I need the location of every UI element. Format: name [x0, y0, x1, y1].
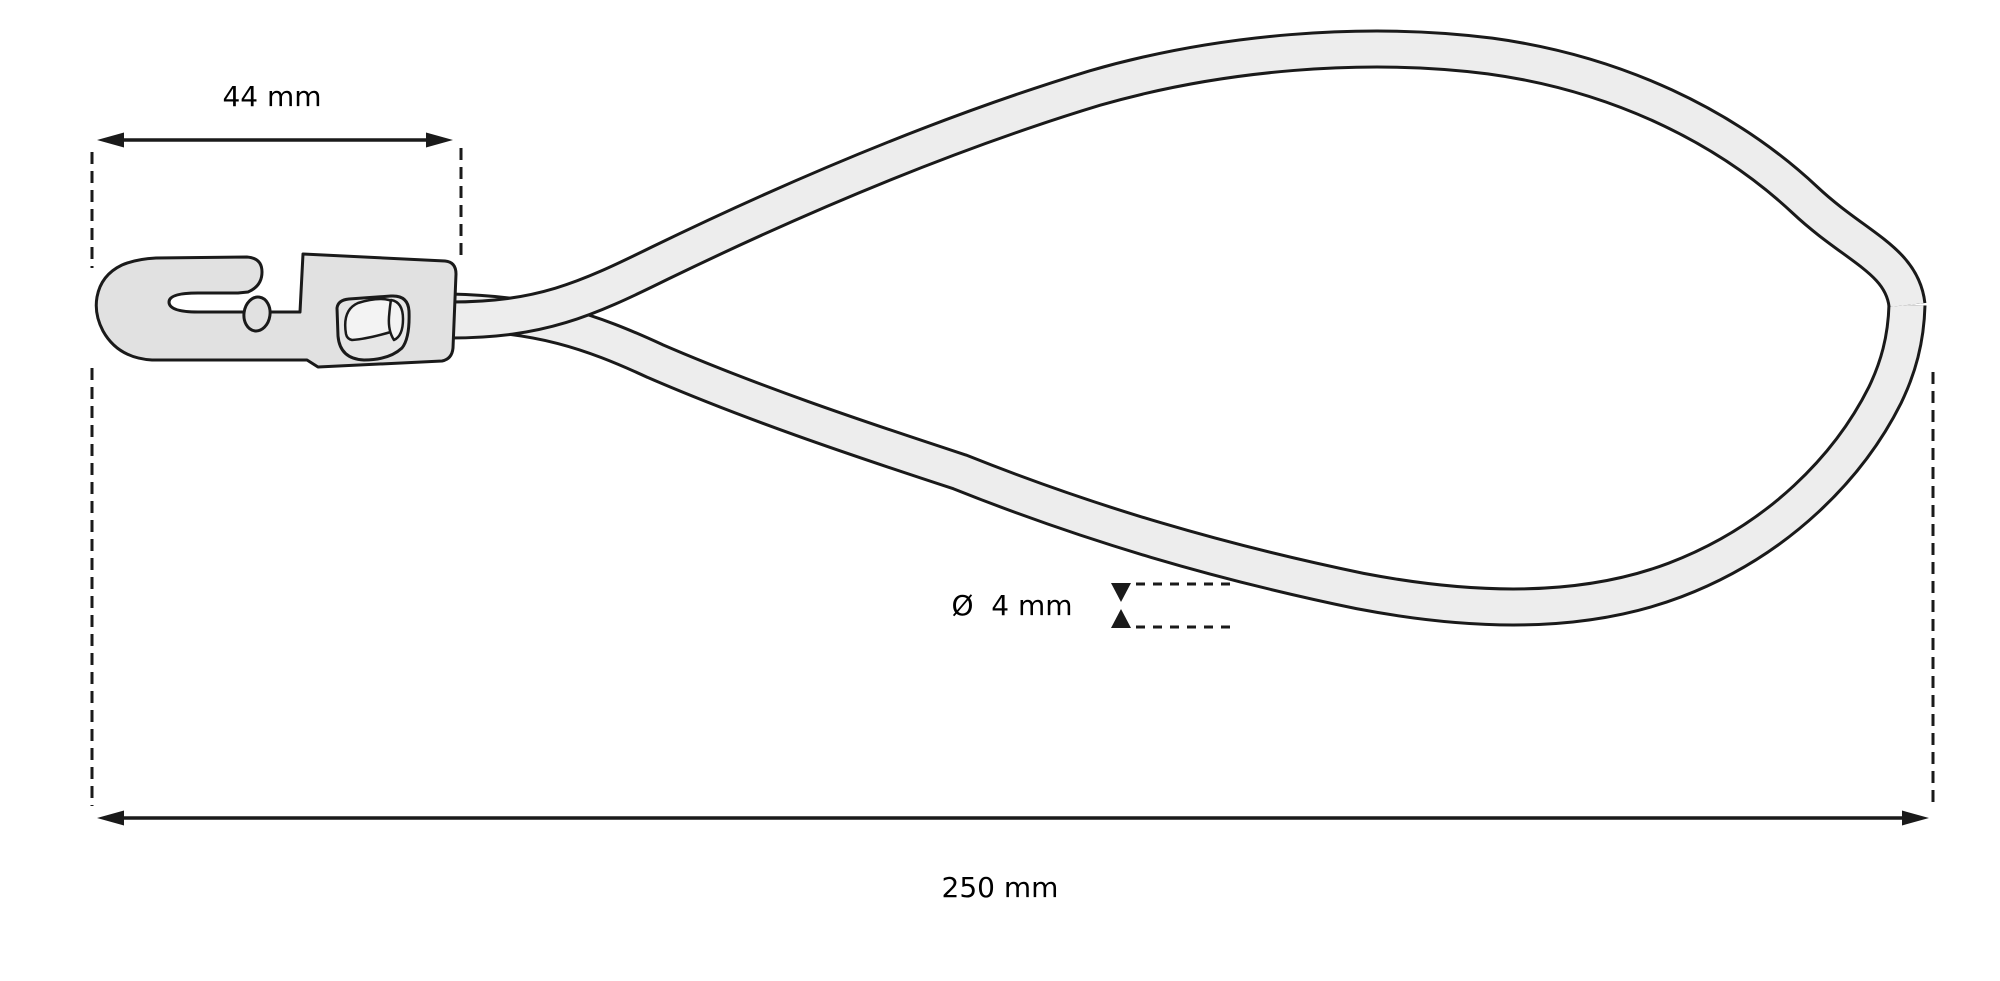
extension-lines [90, 148, 1935, 806]
dimension-250mm: 250 mm [97, 810, 1929, 904]
dimension-arrow-up-icon [1111, 609, 1131, 628]
dimension-250mm-label: 250 mm [942, 871, 1059, 904]
annotation-cord-diameter: Ø 4 mm [951, 582, 1231, 629]
dimension-arrow-right-icon [1902, 810, 1929, 826]
snap-hook-gate-pin [242, 295, 272, 333]
bungee-cord-loop [449, 29, 1927, 627]
dimension-44mm-label: 44 mm [222, 80, 321, 113]
cord-under-strand [449, 295, 1924, 624]
cord-diameter-label: Ø 4 mm [951, 589, 1072, 622]
dimension-arrow-left-icon [97, 810, 124, 826]
cord-knot-end [387, 298, 405, 342]
dimension-44mm: 44 mm [97, 80, 453, 148]
dimension-arrow-down-icon [1111, 583, 1131, 602]
dimension-arrow-left-icon [97, 132, 124, 148]
cord-over-strand-outline [449, 29, 1927, 340]
dimension-arrow-right-icon [426, 132, 453, 148]
cord-over-strand [449, 32, 1924, 337]
snap-hook [94, 252, 458, 369]
